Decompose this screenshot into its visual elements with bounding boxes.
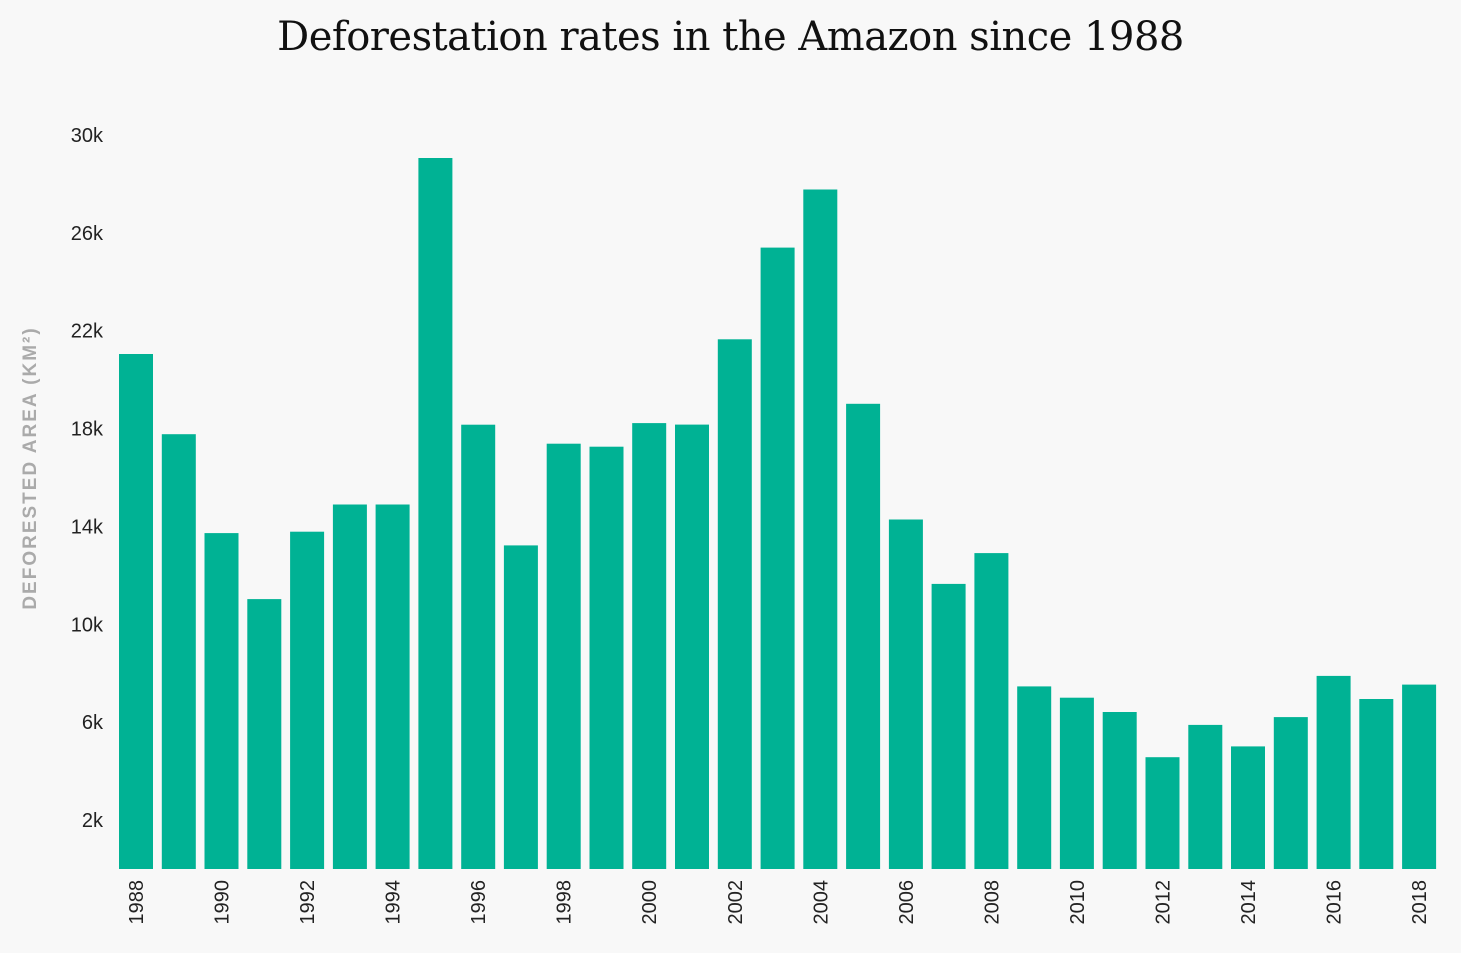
- bars-layer: [119, 158, 1437, 870]
- chart-title: Deforestation rates in the Amazon since …: [277, 14, 1184, 60]
- x-tick-label: 2006: [896, 880, 918, 925]
- x-tick-label: 1990: [212, 880, 234, 925]
- bar-2011: [1102, 712, 1137, 869]
- bar-1999: [589, 446, 624, 869]
- x-tick-label: 1988: [126, 880, 148, 925]
- y-axis-ticks: 2k 6k 10k 14k 18k 22k 26k 30k: [71, 125, 104, 832]
- y-tick-label: 10k: [71, 614, 104, 636]
- bar-2012: [1145, 757, 1180, 869]
- x-tick-label: 2008: [981, 880, 1003, 925]
- bar-2006: [888, 519, 923, 869]
- bar-1994: [375, 504, 410, 869]
- y-tick-label: 30k: [71, 125, 104, 147]
- bar-2015: [1273, 717, 1308, 869]
- y-tick-label: 2k: [82, 810, 104, 832]
- bar-2009: [1017, 686, 1052, 869]
- y-tick-label: 6k: [82, 712, 104, 734]
- bar-1992: [290, 531, 325, 869]
- bar-2014: [1231, 746, 1265, 869]
- bar-2018: [1402, 684, 1437, 869]
- bar-1988: [119, 354, 153, 869]
- x-tick-label: 2012: [1153, 880, 1175, 925]
- bar-1997: [503, 545, 538, 869]
- bar-1993: [332, 504, 367, 869]
- bar-2008: [974, 553, 1009, 869]
- bar-1995: [418, 158, 453, 869]
- bar-2002: [717, 339, 752, 869]
- y-tick-label: 18k: [71, 419, 104, 441]
- bar-1996: [461, 424, 496, 869]
- x-tick-label: 1996: [468, 880, 490, 925]
- x-tick-label: 2002: [725, 880, 747, 925]
- bar-2004: [803, 189, 838, 869]
- bar-1989: [161, 434, 196, 869]
- bar-2000: [632, 423, 667, 869]
- y-axis-label: DEFORESTED AREA (KM²): [20, 326, 41, 609]
- x-tick-label: 2010: [1067, 880, 1089, 925]
- x-tick-label: 2000: [639, 880, 661, 925]
- bar-2007: [931, 583, 966, 869]
- bar-2016: [1316, 675, 1351, 869]
- bar-1998: [546, 443, 581, 869]
- x-tick-label: 1992: [297, 880, 319, 925]
- x-tick-label: 2018: [1409, 880, 1431, 925]
- bar-1990: [204, 533, 239, 869]
- x-axis-ticks: 1988 1990 1992 1994 1996 1998 2000 2002 2004 2006…: [126, 880, 1431, 925]
- y-tick-label: 14k: [71, 517, 104, 539]
- x-tick-label: 1998: [554, 880, 576, 925]
- x-tick-label: 2004: [810, 880, 832, 925]
- bar-1991: [247, 599, 282, 869]
- bar-2003: [760, 247, 795, 870]
- bar-2001: [675, 424, 709, 869]
- bar-2010: [1059, 697, 1094, 869]
- bar-2005: [846, 403, 881, 869]
- x-tick-label: 1994: [383, 880, 405, 925]
- bar-2013: [1188, 724, 1223, 869]
- y-tick-label: 26k: [71, 223, 104, 245]
- x-tick-label: 2016: [1324, 880, 1346, 925]
- bar-2017: [1359, 699, 1394, 869]
- x-tick-label: 2014: [1238, 880, 1260, 925]
- y-tick-label: 22k: [71, 321, 104, 343]
